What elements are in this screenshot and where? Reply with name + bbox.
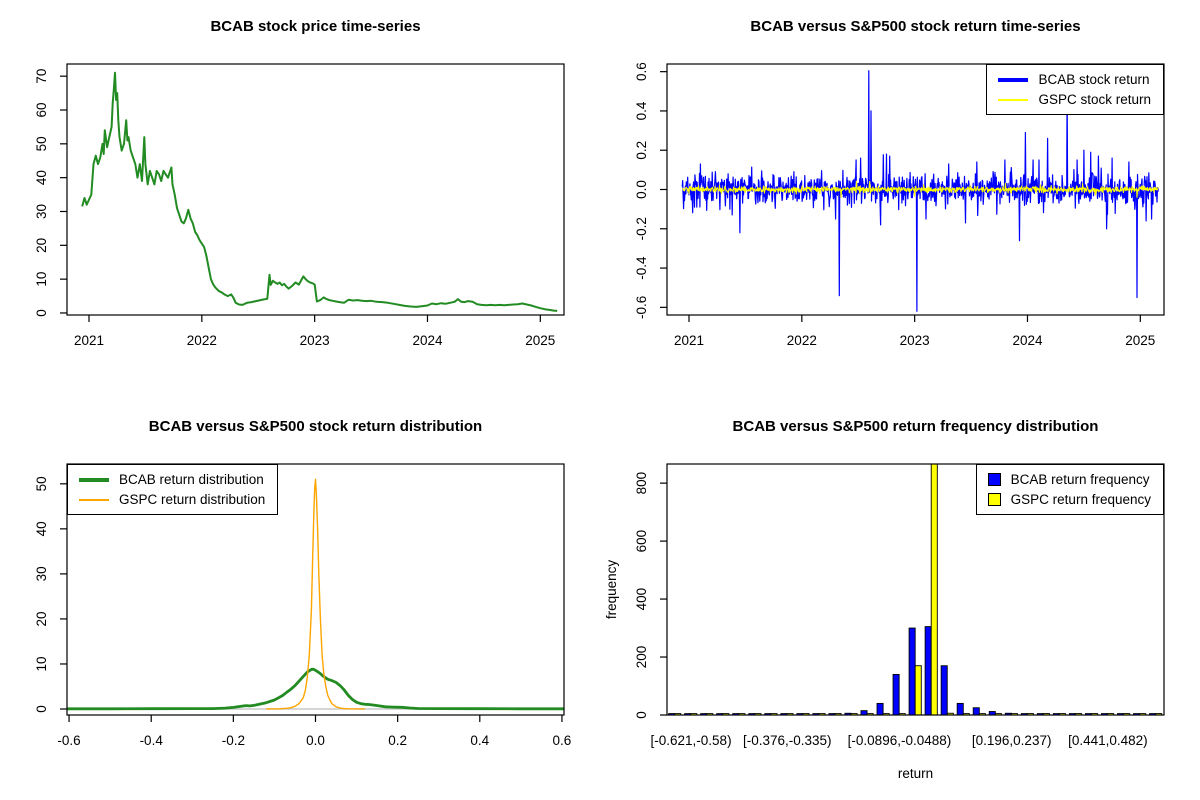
return-distribution-chart: -0.6 -0.4 -0.2 0.0 0.2 0.4 0.6 0 10 20 30 40 50: [34, 463, 572, 748]
svg-text:40: 40: [34, 521, 49, 536]
legend-entry: BCAB return distribution: [79, 472, 265, 487]
legend-label: BCAB return distribution: [119, 472, 264, 487]
svg-text:-0.2: -0.2: [222, 733, 245, 748]
svg-text:40: 40: [34, 170, 49, 185]
legend-entry: GSPC stock return: [998, 92, 1151, 107]
svg-text:200: 200: [634, 646, 649, 669]
svg-text:0: 0: [34, 705, 49, 713]
price-chart: 2021 2022 2023 2024 2025 0 10 20 30 40 50 60 70: [34, 63, 565, 348]
svg-text:[-0.0896,-0.0488): [-0.0896,-0.0488): [848, 733, 952, 748]
legend-label: BCAB stock return: [1038, 72, 1150, 87]
panel-return-distribution: -0.6 -0.4 -0.2 0.0 0.2 0.4 0.6 0 10 20 30 40 50 BCAB…: [0, 400, 600, 800]
svg-text:2021: 2021: [674, 333, 704, 348]
svg-text:30: 30: [34, 566, 49, 581]
return-timeseries-chart: 2021 2022 2023 2024 2025 -0.6 -0.4 -0.2 0.0 0.2 0.…: [634, 62, 1165, 348]
svg-text:0.2: 0.2: [388, 733, 407, 748]
svg-text:0.4: 0.4: [634, 101, 649, 120]
svg-text:60: 60: [34, 102, 49, 117]
svg-text:800: 800: [634, 472, 649, 495]
svg-text:50: 50: [34, 136, 49, 151]
legend-label: GSPC return distribution: [119, 492, 266, 507]
svg-text:-0.4: -0.4: [140, 733, 164, 748]
svg-text:0: 0: [34, 309, 49, 317]
svg-text:2023: 2023: [900, 333, 930, 348]
svg-text:0.0: 0.0: [306, 733, 325, 748]
bcab-density-line-swatch: [79, 477, 109, 482]
svg-text:20: 20: [34, 611, 49, 626]
svg-text:70: 70: [34, 69, 49, 84]
legend-entry: GSPC return distribution: [79, 492, 265, 507]
svg-text:2024: 2024: [1012, 333, 1043, 348]
gspc-return-line-swatch: [998, 98, 1029, 101]
svg-text:0: 0: [634, 711, 649, 719]
svg-text:30: 30: [34, 204, 49, 219]
return-frequency-legend: BCAB return frequency GSPC return freque…: [975, 464, 1164, 515]
svg-text:frequency: frequency: [604, 560, 619, 620]
price-chart-title: BCAB stock price time-series: [210, 18, 421, 35]
svg-text:0.4: 0.4: [470, 733, 489, 748]
svg-text:0.2: 0.2: [634, 141, 649, 160]
svg-text:-0.6: -0.6: [634, 296, 649, 319]
legend-entry: GSPC return frequency: [987, 492, 1151, 507]
legend-label: GSPC return frequency: [1010, 492, 1151, 507]
svg-text:0.6: 0.6: [553, 733, 572, 748]
legend-entry: BCAB stock return: [998, 72, 1151, 87]
svg-text:2024: 2024: [412, 333, 443, 348]
svg-text:2023: 2023: [300, 333, 330, 348]
return-timeseries-legend: BCAB stock return GSPC stock return: [986, 64, 1164, 115]
svg-text:10: 10: [34, 656, 49, 671]
svg-text:400: 400: [634, 588, 649, 611]
svg-text:600: 600: [634, 530, 649, 553]
svg-text:2022: 2022: [787, 333, 817, 348]
svg-text:0.6: 0.6: [634, 62, 649, 81]
panel-price-timeseries: 2021 2022 2023 2024 2025 0 10 20 30 40 50 60 70 BCAB…: [0, 0, 600, 400]
svg-text:0.0: 0.0: [634, 180, 649, 199]
panel-return-frequency: [-0.621,-0.58) [-0.376,-0.335) [-0.0896,-0…: [600, 400, 1200, 800]
return-timeseries-title: BCAB versus S&P500 stock return time-ser…: [750, 18, 1081, 35]
svg-text:return: return: [898, 766, 933, 781]
return-frequency-title: BCAB versus S&P500 return frequency dist…: [732, 418, 1099, 435]
return-distribution-title: BCAB versus S&P500 stock return distribu…: [148, 418, 483, 435]
svg-text:[-0.621,-0.58): [-0.621,-0.58): [651, 733, 732, 748]
bcab-frequency-box-swatch: [987, 473, 1001, 486]
svg-text:20: 20: [34, 238, 49, 253]
svg-text:[0.196,0.237): [0.196,0.237): [972, 733, 1052, 748]
return-distribution-legend: BCAB return distribution GSPC return dis…: [67, 464, 279, 515]
panel-return-timeseries: 2021 2022 2023 2024 2025 -0.6 -0.4 -0.2 0.0 0.2 0.…: [600, 0, 1200, 400]
svg-text:-0.4: -0.4: [634, 256, 649, 280]
svg-text:50: 50: [34, 476, 49, 491]
svg-text:[0.441,0.482): [0.441,0.482): [1068, 733, 1148, 748]
svg-text:-0.6: -0.6: [57, 733, 80, 748]
return-frequency-chart: [-0.621,-0.58) [-0.376,-0.335) [-0.0896,-0…: [604, 463, 1165, 781]
legend-entry: BCAB return frequency: [987, 472, 1151, 487]
gspc-density-line-swatch: [79, 498, 109, 501]
gspc-frequency-box-swatch: [987, 493, 1001, 506]
svg-text:[-0.376,-0.335): [-0.376,-0.335): [743, 733, 832, 748]
svg-text:2021: 2021: [74, 333, 104, 348]
bcab-return-line-swatch: [998, 77, 1029, 82]
legend-label: BCAB return frequency: [1010, 472, 1150, 487]
svg-text:-0.2: -0.2: [634, 217, 649, 240]
svg-text:2025: 2025: [1125, 333, 1155, 348]
legend-label: GSPC stock return: [1038, 92, 1151, 107]
svg-text:2025: 2025: [525, 333, 555, 348]
svg-text:10: 10: [34, 272, 49, 287]
svg-text:2022: 2022: [187, 333, 217, 348]
